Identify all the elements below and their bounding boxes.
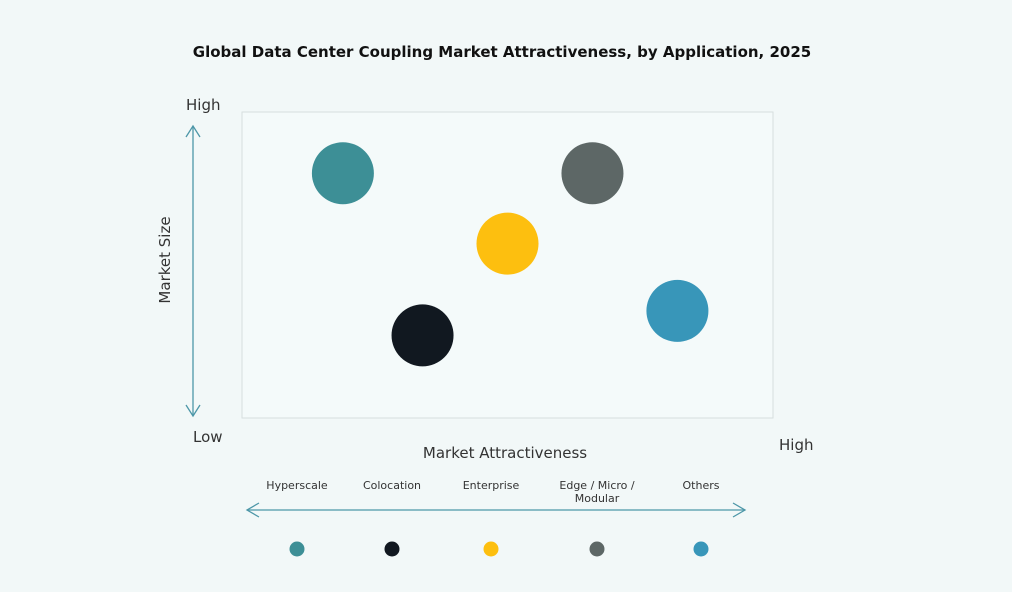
- chart-title: Global Data Center Coupling Market Attra…: [193, 43, 811, 61]
- legend-marker: [289, 541, 305, 557]
- bubble-colocation: [391, 304, 454, 367]
- legend-marker: [483, 541, 499, 557]
- x-axis-label: Market Attractiveness: [423, 444, 587, 462]
- legend-label: Hyperscale: [266, 479, 328, 492]
- legend-label: Colocation: [363, 479, 421, 492]
- legend-label: Edge / Micro / Modular: [559, 479, 634, 505]
- legend-marker: [589, 541, 605, 557]
- y-high-label: High: [186, 96, 220, 114]
- legend-label: Enterprise: [463, 479, 520, 492]
- y-low-label: Low: [193, 428, 223, 446]
- bubble-edge-micro-modular: [561, 142, 624, 205]
- legend-marker: [384, 541, 400, 557]
- y-axis-arrow: [185, 124, 201, 418]
- legend-marker: [693, 541, 709, 557]
- legend-arrow: [245, 502, 747, 518]
- x-high-label: High: [779, 436, 813, 454]
- bubble-enterprise: [476, 212, 539, 275]
- bubble-hyperscale: [311, 142, 374, 205]
- y-axis-label: Market Size: [156, 216, 174, 303]
- bubble-others: [646, 279, 709, 342]
- legend-label: Others: [683, 479, 720, 492]
